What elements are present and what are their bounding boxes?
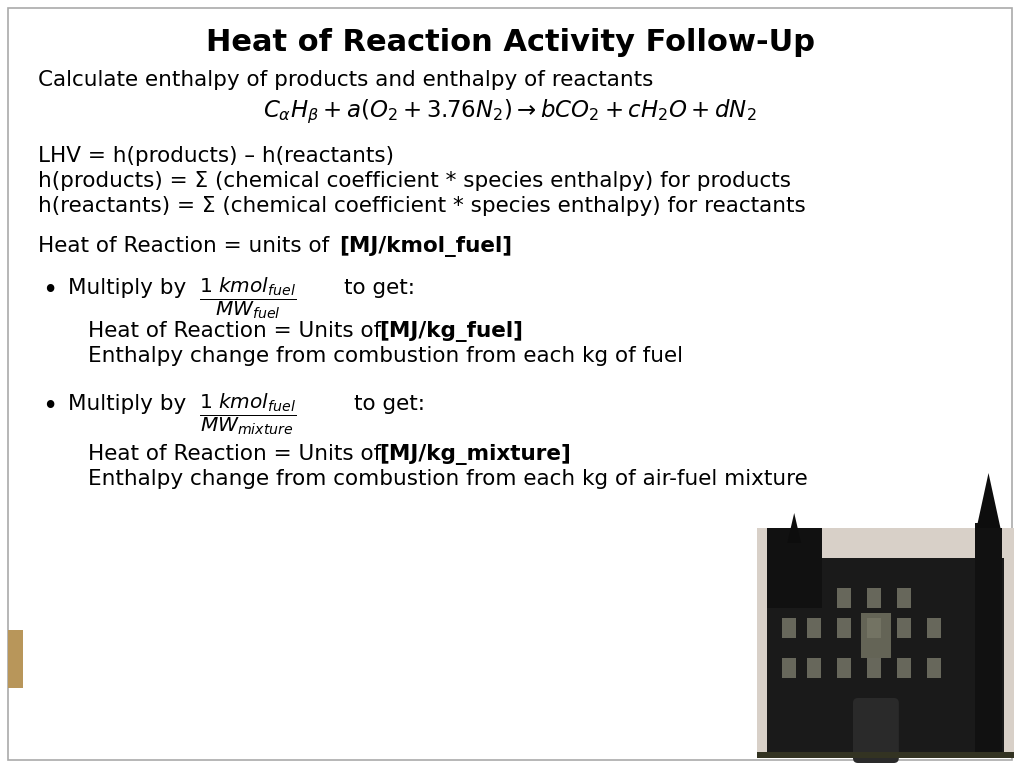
- Bar: [992, 523, 998, 538]
- Bar: [837, 658, 851, 678]
- FancyBboxPatch shape: [8, 8, 1013, 760]
- Text: Calculate enthalpy of products and enthalpy of reactants: Calculate enthalpy of products and entha…: [38, 70, 653, 90]
- Bar: [758, 528, 1015, 758]
- Text: Multiply by: Multiply by: [68, 394, 186, 414]
- Text: •: •: [42, 278, 57, 304]
- Bar: [778, 528, 785, 543]
- Text: to get:: to get:: [353, 394, 425, 414]
- Text: Multiply by: Multiply by: [68, 278, 186, 298]
- Bar: [782, 618, 797, 638]
- Bar: [927, 618, 941, 638]
- Text: $\dfrac{1\ \mathit{kmol}_{fuel}}{\mathit{MW}_{fuel}}$: $\dfrac{1\ \mathit{kmol}_{fuel}}{\mathit…: [200, 275, 297, 321]
- Text: to get:: to get:: [344, 278, 415, 298]
- Bar: [782, 658, 797, 678]
- Bar: [897, 588, 910, 608]
- Text: h(products) = Σ (chemical coefficient * species enthalpy) for products: h(products) = Σ (chemical coefficient * …: [38, 171, 791, 191]
- Bar: [767, 528, 822, 608]
- Text: $C_{\alpha}H_{\beta} + a(O_2 + 3.76N_2) \rightarrow bCO_2 + cH_2O + dN_2$: $C_{\alpha}H_{\beta} + a(O_2 + 3.76N_2) …: [263, 98, 757, 127]
- Bar: [897, 618, 910, 638]
- Bar: [758, 752, 1015, 758]
- Bar: [975, 523, 981, 538]
- Bar: [837, 618, 851, 638]
- Bar: [811, 528, 818, 543]
- Polygon shape: [977, 473, 1000, 528]
- Bar: [8, 630, 23, 688]
- Bar: [861, 613, 891, 658]
- Text: [MJ/kg_fuel]: [MJ/kg_fuel]: [379, 321, 522, 342]
- Bar: [767, 528, 774, 543]
- Polygon shape: [787, 513, 801, 543]
- Bar: [767, 558, 1005, 758]
- FancyBboxPatch shape: [853, 698, 899, 763]
- Bar: [867, 658, 881, 678]
- Bar: [983, 523, 989, 538]
- Bar: [975, 528, 1002, 758]
- Text: Heat of Reaction = Units of: Heat of Reaction = Units of: [88, 444, 388, 464]
- Bar: [927, 658, 941, 678]
- Text: $\dfrac{1\ \mathit{kmol}_{fuel}}{\mathit{MW}_{mixture}}$: $\dfrac{1\ \mathit{kmol}_{fuel}}{\mathit…: [200, 391, 297, 437]
- Text: LHV = h(products) – h(reactants): LHV = h(products) – h(reactants): [38, 146, 394, 166]
- Bar: [897, 658, 910, 678]
- Bar: [807, 658, 821, 678]
- Bar: [837, 588, 851, 608]
- Text: [MJ/kg_mixture]: [MJ/kg_mixture]: [379, 444, 570, 465]
- Text: Heat of Reaction = Units of: Heat of Reaction = Units of: [88, 321, 388, 341]
- Bar: [867, 618, 881, 638]
- Bar: [807, 618, 821, 638]
- Text: h(reactants) = Σ (chemical coefficient * species enthalpy) for reactants: h(reactants) = Σ (chemical coefficient *…: [38, 196, 806, 216]
- Text: Heat of Reaction = units of: Heat of Reaction = units of: [38, 236, 336, 256]
- Bar: [800, 528, 807, 543]
- Text: Enthalpy change from combustion from each kg of fuel: Enthalpy change from combustion from eac…: [88, 346, 683, 366]
- Text: [MJ/kmol_fuel]: [MJ/kmol_fuel]: [339, 236, 512, 257]
- Text: Enthalpy change from combustion from each kg of air-fuel mixture: Enthalpy change from combustion from eac…: [88, 469, 808, 489]
- Text: •: •: [42, 394, 57, 420]
- Bar: [867, 588, 881, 608]
- Text: Heat of Reaction Activity Follow-Up: Heat of Reaction Activity Follow-Up: [206, 28, 815, 57]
- Bar: [790, 528, 797, 543]
